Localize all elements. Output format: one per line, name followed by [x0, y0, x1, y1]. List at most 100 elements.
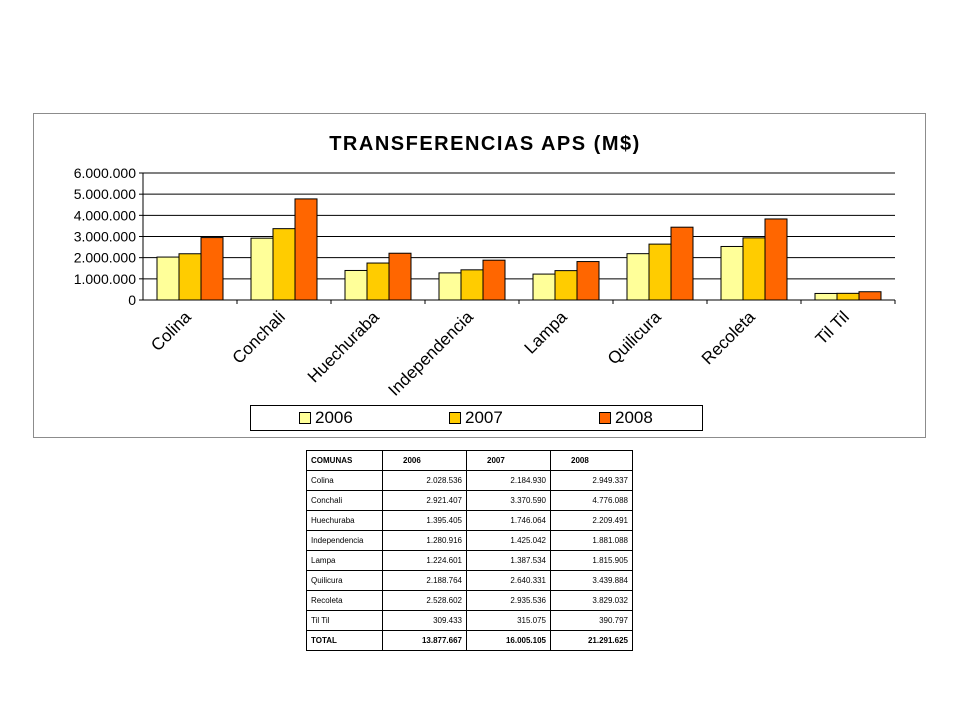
table-cell: 2.949.337: [550, 470, 633, 491]
table-header-cell: 2007: [466, 450, 551, 471]
table-cell: 1.280.916: [382, 530, 467, 551]
table-cell: 2.028.536: [382, 470, 467, 491]
legend-item-2007: 2007: [449, 408, 503, 427]
bar-2008: [670, 226, 694, 301]
table-cell: Quilicura: [306, 570, 383, 591]
table-cell: 2.640.331: [466, 570, 551, 591]
x-tick-label: Colina: [147, 307, 195, 355]
x-tick-label: Lampa: [521, 307, 572, 358]
x-tick-label: Til Til: [812, 307, 853, 348]
legend-swatch-2006: [299, 412, 311, 424]
table-cell: Recoleta: [306, 590, 383, 611]
table-cell: 2.528.602: [382, 590, 467, 611]
table-cell: 16.005.105: [466, 630, 551, 651]
table-cell: 1.395.405: [382, 510, 467, 531]
table-cell: Conchali: [306, 490, 383, 511]
legend-item-2006: 2006: [299, 408, 353, 427]
y-tick-label: 1.000.000: [74, 271, 136, 287]
bar-2006: [156, 256, 180, 301]
legend-swatch-2008: [599, 412, 611, 424]
table-row: Independencia 1.280.916 1.425.042 1.881.088: [306, 530, 633, 551]
bar-2007: [460, 269, 484, 301]
legend-swatch-2007: [449, 412, 461, 424]
bar-2008: [294, 198, 318, 301]
table-cell: 2.184.930: [466, 470, 551, 491]
table-row: Colina 2.028.536 2.184.930 2.949.337: [306, 470, 633, 491]
legend-label-2008: 2008: [615, 408, 653, 427]
table-cell: 1.746.064: [466, 510, 551, 531]
table-cell: 3.370.590: [466, 490, 551, 511]
y-tick-label: 4.000.000: [74, 207, 136, 223]
table-total-row: TOTAL 13.877.667 16.005.105 21.291.625: [306, 630, 633, 651]
bar-2007: [272, 228, 296, 301]
y-tick-label: 3.000.000: [74, 229, 136, 245]
table-cell: 13.877.667: [382, 630, 467, 651]
table-row: Conchali 2.921.407 3.370.590 4.776.088: [306, 490, 633, 511]
table-cell: 2.188.764: [382, 570, 467, 591]
bar-2007: [648, 243, 672, 301]
table-cell: 2.935.536: [466, 590, 551, 611]
legend-label-2007: 2007: [465, 408, 503, 427]
data-table: COMUNAS 2006 2007 2008 Colina 2.028.536 2.…: [306, 450, 633, 651]
table-cell: 2.921.407: [382, 490, 467, 511]
table-cell: 21.291.625: [550, 630, 633, 651]
bar-2007: [366, 262, 390, 301]
bar-2008: [858, 291, 882, 301]
bar-2008: [388, 252, 412, 301]
legend-item-2008: 2008: [599, 408, 653, 427]
table-cell: Lampa: [306, 550, 383, 571]
table-cell: Colina: [306, 470, 383, 491]
bar-2008: [200, 237, 224, 301]
table-cell: 1.387.534: [466, 550, 551, 571]
table-cell: 390.797: [550, 610, 633, 631]
table-cell: 1.425.042: [466, 530, 551, 551]
y-tick-labels: 0 1.000.000 2.000.000 3.000.000 4.000.000 5.0…: [74, 165, 137, 308]
axes: [139, 172, 896, 304]
x-tick-label: Quilicura: [604, 307, 665, 368]
table-row: Recoleta 2.528.602 2.935.536 3.829.032: [306, 590, 633, 611]
table-cell: 2.209.491: [550, 510, 633, 531]
table-cell: Independencia: [306, 530, 383, 551]
table-cell: Huechuraba: [306, 510, 383, 531]
chart-title: TRANSFERENCIAS APS (M$): [329, 133, 641, 155]
table-cell: 1.881.088: [550, 530, 633, 551]
bar-2007: [742, 237, 766, 301]
bar-2006: [814, 292, 838, 301]
y-tick-label: 5.000.000: [74, 186, 136, 202]
bar-2006: [344, 269, 368, 301]
table-cell: 1.224.601: [382, 550, 467, 571]
table-cell: 3.439.884: [550, 570, 633, 591]
bars: [156, 198, 882, 301]
bar-2008: [576, 261, 600, 301]
y-tick-label: 6.000.000: [74, 165, 136, 181]
table-header-row: COMUNAS 2006 2007 2008: [306, 450, 633, 471]
table-header-cell: 2006: [382, 450, 467, 471]
legend-label-2006: 2006: [315, 408, 353, 427]
x-tick-label: Conchali: [229, 307, 289, 367]
table-cell: 315.075: [466, 610, 551, 631]
y-tick-label: 2.000.000: [74, 250, 136, 266]
table-row: Quilicura 2.188.764 2.640.331 3.439.884: [306, 570, 633, 591]
table-cell: 3.829.032: [550, 590, 633, 611]
bar-2006: [626, 253, 650, 301]
table-cell: 4.776.088: [550, 490, 633, 511]
table-row: Til Til 309.433 315.075 390.797: [306, 610, 633, 631]
x-tick-label: Independencia: [385, 307, 478, 400]
x-tick-label: Huechuraba: [304, 307, 383, 386]
bar-chart: TRANSFERENCIAS APS (M$) 0 1.000.000 2.000.…: [74, 133, 896, 400]
table-header-cell: COMUNAS: [306, 450, 383, 471]
table-row: Huechuraba 1.395.405 1.746.064 2.209.491: [306, 510, 633, 531]
chart-legend: 2006 2007 2008: [250, 405, 703, 431]
bar-2006: [438, 272, 462, 301]
bar-2007: [178, 253, 202, 301]
table-header-cell: 2008: [550, 450, 633, 471]
y-tick-label: 0: [128, 292, 136, 308]
table-cell: TOTAL: [306, 630, 383, 651]
bar-2008: [764, 218, 788, 301]
bar-2006: [720, 245, 744, 301]
bar-2008: [482, 259, 506, 301]
x-tick-labels: Colina Conchali Huechuraba Independencia Lam…: [147, 307, 853, 400]
table-row: Lampa 1.224.601 1.387.534 1.815.905: [306, 550, 633, 571]
x-tick-label: Recoleta: [698, 307, 759, 368]
table-cell: 1.815.905: [550, 550, 633, 571]
